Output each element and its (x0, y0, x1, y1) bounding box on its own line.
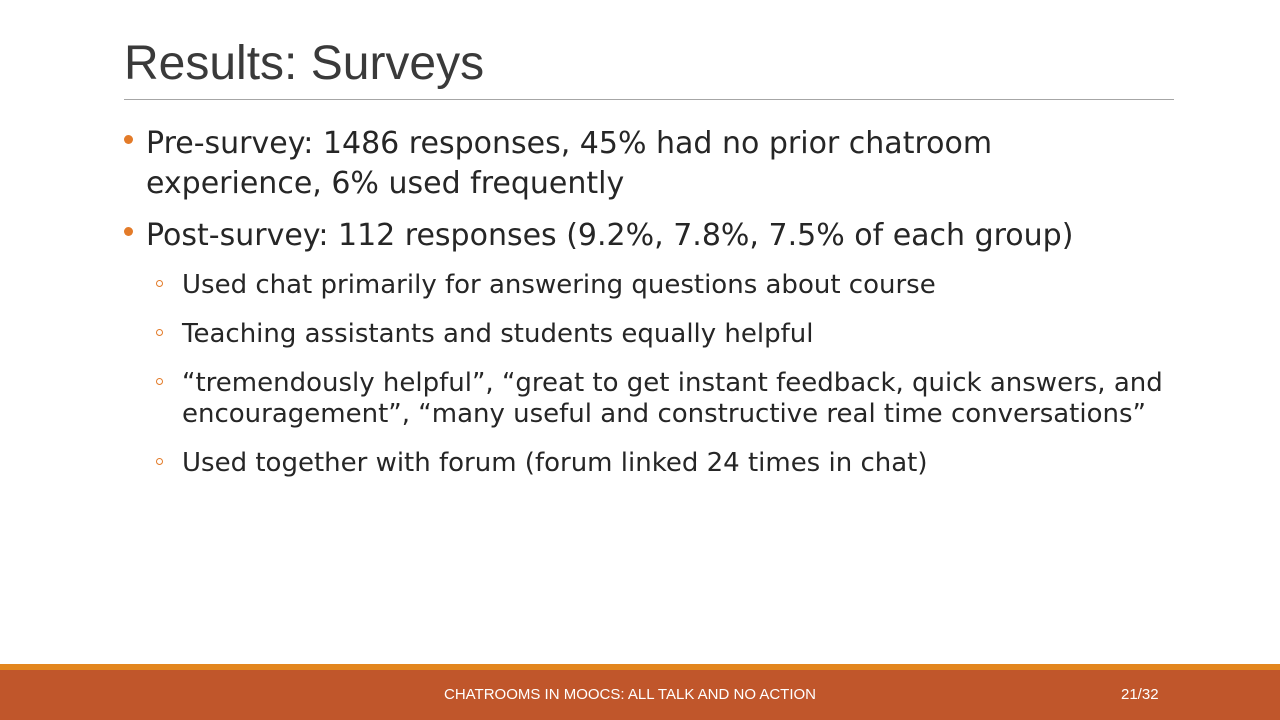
bullet-pre-survey: Pre-survey: 1486 responses, 45% had no p… (124, 124, 1164, 204)
sub-bullet-ring-icon (156, 378, 163, 385)
sub-bullet-quotes: “tremendously helpful”, “great to get in… (124, 368, 1164, 430)
footer-band (0, 670, 1280, 720)
footer-title: CHATROOMS IN MOOCS: ALL TALK AND NO ACTI… (444, 686, 817, 703)
sub-bullet-text: Teaching assistants and students equally… (182, 319, 814, 349)
bullet-list: Pre-survey: 1486 responses, 45% had no p… (124, 124, 1164, 497)
sub-bullet-text: Used together with forum (forum linked 2… (182, 448, 928, 478)
bullet-dot-icon (124, 227, 133, 236)
title-divider (124, 99, 1174, 100)
bullet-dot-icon (124, 135, 133, 144)
sub-bullet-forum: Used together with forum (forum linked 2… (124, 448, 1164, 479)
bullet-post-survey: Post-survey: 112 responses (9.2%, 7.8%, … (124, 216, 1164, 256)
bullet-text: Post-survey: 112 responses (9.2%, 7.8%, … (146, 218, 1074, 253)
sub-bullet-chat-usage: Used chat primarily for answering questi… (124, 270, 1164, 301)
footer-stripe (0, 664, 1280, 670)
sub-bullet-ring-icon (156, 458, 163, 465)
slide-title: Results: Surveys (124, 37, 485, 90)
sub-bullet-text: Used chat primarily for answering questi… (182, 270, 936, 300)
bullet-text: Pre-survey: 1486 responses, 45% had no p… (146, 126, 993, 201)
page-number: 21/32 (1121, 686, 1159, 703)
sub-bullet-text: “tremendously helpful”, “great to get in… (182, 368, 1163, 429)
sub-bullet-ring-icon (156, 280, 163, 287)
sub-bullet-ring-icon (156, 329, 163, 336)
sub-bullet-helpful: Teaching assistants and students equally… (124, 319, 1164, 350)
